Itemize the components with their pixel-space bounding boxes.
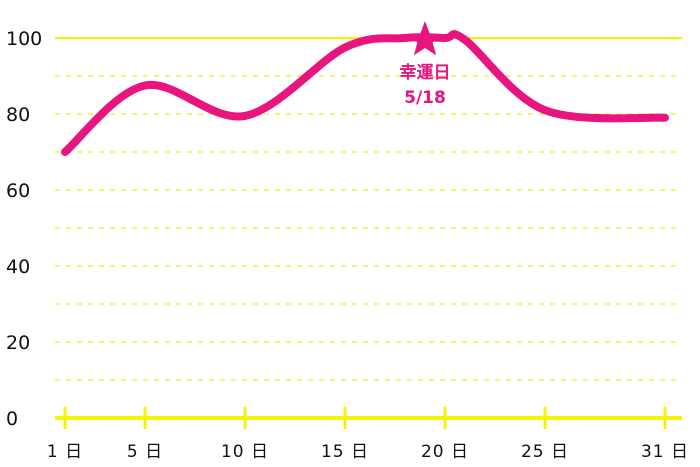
x-axis	[55, 407, 682, 429]
x-tick-label: 10 日	[221, 442, 269, 462]
y-tick-label: 100	[6, 28, 42, 50]
y-tick-label: 40	[6, 256, 30, 278]
grid-lines	[55, 37, 682, 381]
y-tick-label: 20	[6, 332, 30, 354]
x-tick-label: 25 日	[521, 442, 569, 462]
star-icon	[406, 21, 444, 56]
x-tick-label: 20 日	[421, 442, 469, 462]
annotation-label: 幸運日	[400, 62, 451, 83]
x-tick-label: 31 日	[641, 442, 689, 462]
x-tick-labels: 1 日 5 日 10 日 15 日 20 日 25 日 31 日	[47, 442, 689, 462]
y-tick-labels: 0 20 40 60 80 100	[6, 28, 42, 430]
annotation-date: 5/18	[404, 88, 446, 108]
x-tick-label: 15 日	[321, 442, 369, 462]
x-tick-label: 5 日	[127, 442, 163, 462]
y-tick-label: 60	[6, 180, 30, 202]
series-line	[61, 30, 669, 156]
y-tick-label: 0	[6, 408, 18, 430]
y-tick-label: 80	[6, 104, 30, 126]
x-tick-label: 1 日	[47, 442, 83, 462]
